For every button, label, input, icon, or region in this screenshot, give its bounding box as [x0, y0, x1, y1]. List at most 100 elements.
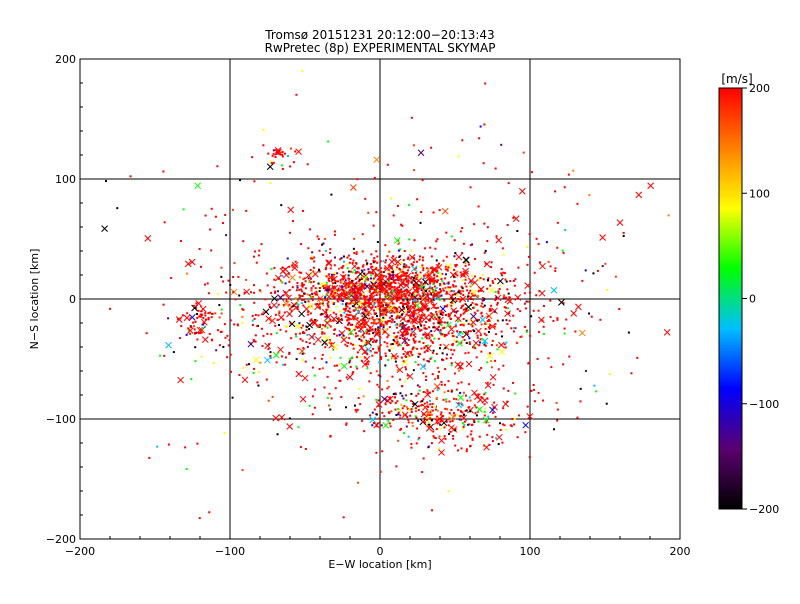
data-point-cross — [495, 433, 503, 441]
data-point — [411, 301, 414, 304]
data-point-cross — [355, 308, 362, 316]
data-point — [412, 325, 415, 328]
data-point — [401, 334, 404, 337]
data-point — [422, 372, 425, 375]
data-point-cross — [425, 409, 433, 416]
data-point — [407, 339, 410, 342]
data-point — [478, 368, 481, 371]
data-point — [419, 275, 422, 278]
x-axis-label: E−W location [km] — [328, 558, 431, 571]
data-point — [377, 303, 380, 306]
data-point — [563, 186, 566, 189]
data-point — [395, 317, 398, 320]
data-point — [483, 332, 486, 335]
data-point — [377, 282, 380, 285]
data-point — [426, 424, 429, 427]
data-point — [306, 345, 309, 348]
data-point — [442, 398, 445, 401]
data-point — [434, 437, 437, 440]
data-point — [378, 348, 381, 351]
data-point — [380, 304, 383, 307]
data-point — [484, 344, 487, 347]
data-point-cross — [144, 234, 152, 242]
data-point — [422, 267, 425, 270]
data-point-cross — [428, 277, 436, 285]
data-point — [399, 268, 402, 271]
data-point — [469, 399, 472, 402]
data-point-cross — [425, 425, 433, 432]
data-point-cross — [101, 225, 108, 232]
data-point — [532, 384, 535, 387]
data-point — [408, 294, 411, 297]
data-point — [406, 298, 409, 301]
data-point — [480, 350, 483, 353]
data-point — [371, 296, 374, 299]
data-point — [207, 312, 210, 315]
data-point — [311, 395, 314, 398]
data-point — [239, 179, 242, 182]
data-point — [478, 344, 481, 347]
data-point — [156, 445, 159, 448]
data-point-cross — [351, 262, 358, 270]
data-point — [528, 456, 531, 459]
data-point — [416, 347, 419, 350]
data-point — [506, 323, 509, 326]
data-point — [394, 360, 397, 363]
data-point — [259, 361, 262, 364]
data-point — [249, 342, 252, 345]
data-point — [411, 295, 414, 298]
data-point — [397, 298, 400, 301]
data-point — [367, 363, 370, 366]
data-point — [413, 307, 416, 310]
data-point — [596, 269, 599, 272]
data-point-cross — [396, 366, 404, 374]
data-point — [367, 330, 370, 333]
data-point — [432, 211, 435, 214]
data-point — [411, 330, 414, 333]
data-point — [384, 261, 387, 264]
data-point — [399, 254, 402, 257]
data-point — [409, 298, 412, 301]
data-point — [444, 268, 447, 271]
data-point — [437, 325, 440, 328]
data-point-cross — [381, 395, 388, 403]
data-point — [405, 271, 408, 274]
data-point — [495, 235, 498, 238]
data-point — [470, 284, 473, 287]
data-point — [466, 289, 469, 292]
data-point — [467, 309, 470, 312]
data-point — [270, 333, 273, 336]
data-point — [391, 375, 394, 378]
data-point — [396, 400, 399, 403]
data-point — [333, 233, 336, 236]
data-point — [390, 282, 393, 285]
data-point — [482, 306, 485, 309]
data-point-cross — [467, 406, 474, 414]
data-point — [399, 417, 402, 420]
data-point — [393, 285, 396, 288]
data-point — [279, 328, 282, 331]
data-point — [465, 285, 468, 288]
data-point — [389, 312, 392, 315]
data-point — [446, 408, 449, 411]
data-point — [500, 330, 503, 333]
data-point — [288, 308, 291, 311]
data-point — [562, 363, 565, 366]
data-point — [410, 263, 413, 266]
data-point — [491, 280, 494, 283]
data-point — [350, 293, 353, 296]
data-point — [419, 323, 422, 326]
data-point — [260, 327, 263, 330]
data-point — [526, 263, 529, 266]
data-point — [478, 318, 481, 321]
data-point — [393, 281, 396, 284]
data-point — [383, 341, 386, 344]
data-point — [441, 414, 444, 417]
data-point — [439, 413, 442, 416]
data-point — [622, 231, 625, 234]
data-point — [281, 150, 284, 153]
data-point — [304, 360, 307, 363]
data-point — [253, 291, 256, 294]
data-point — [532, 309, 535, 312]
data-point-cross — [479, 316, 487, 324]
